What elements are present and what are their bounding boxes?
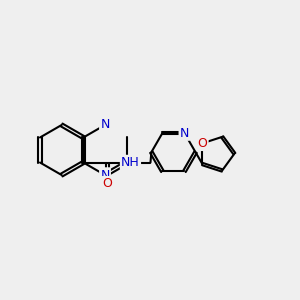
Text: NH: NH [121, 156, 140, 169]
Text: O: O [103, 177, 112, 190]
Text: N: N [180, 127, 189, 140]
Text: N: N [100, 118, 110, 131]
Text: N: N [100, 169, 110, 182]
Text: O: O [197, 137, 207, 150]
